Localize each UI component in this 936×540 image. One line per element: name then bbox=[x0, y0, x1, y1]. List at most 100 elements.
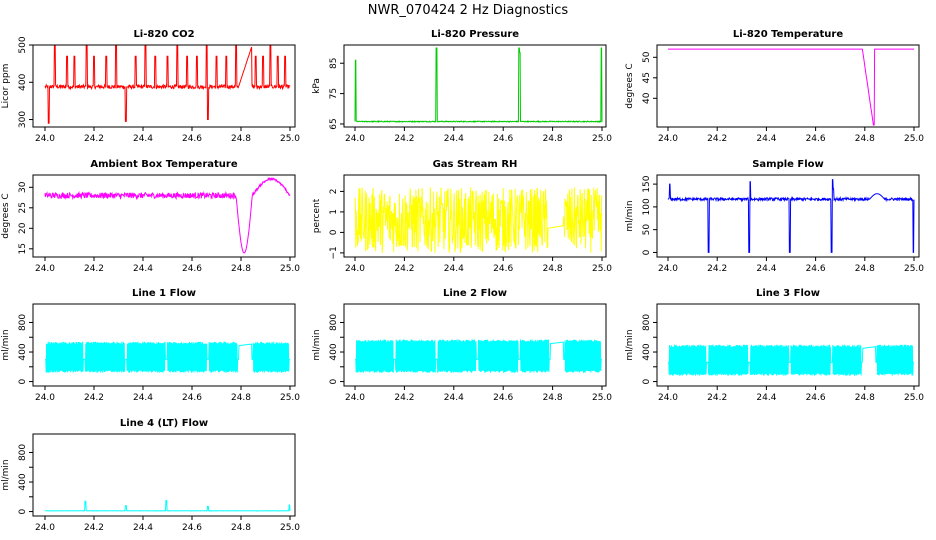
x-tick-label: 24.0 bbox=[658, 264, 678, 274]
plot-frame bbox=[656, 44, 920, 128]
y-tick-label: 100 bbox=[642, 198, 652, 215]
plot-frame bbox=[343, 174, 607, 258]
y-axis-label: degrees C bbox=[1, 193, 11, 238]
y-tick-label: 0 bbox=[18, 378, 28, 384]
x-tick-label: 24.6 bbox=[806, 393, 826, 403]
x-tick-label: 24.0 bbox=[345, 264, 365, 274]
x-tick-label: 24.4 bbox=[133, 523, 153, 533]
plot-frame bbox=[32, 174, 296, 258]
x-tick-label: 24.0 bbox=[35, 264, 55, 274]
series-line bbox=[45, 500, 291, 512]
x-tick-label: 25.0 bbox=[904, 393, 924, 403]
y-tick-label: 150 bbox=[642, 175, 652, 192]
x-tick-label: 24.0 bbox=[658, 134, 678, 144]
x-tick-label: 25.0 bbox=[280, 393, 300, 403]
y-axis-label: ml/min bbox=[1, 329, 11, 360]
y-axis-label: degrees C bbox=[625, 63, 635, 108]
y-tick-label: 0 bbox=[18, 508, 28, 514]
x-tick-label: 24.2 bbox=[707, 393, 727, 403]
x-tick-label: 24.6 bbox=[806, 264, 826, 274]
x-tick-label: 24.8 bbox=[231, 134, 251, 144]
y-tick-label: 15 bbox=[18, 243, 28, 254]
x-tick-label: 24.8 bbox=[231, 523, 251, 533]
panel-co2: Li-820 CO2 Licor ppm 24.0 24.2 24.4 24.6 24.8 2… bbox=[1, 29, 300, 144]
x-tick-label: 24.2 bbox=[707, 134, 727, 144]
x-tick-label: 24.6 bbox=[182, 264, 202, 274]
y-tick-label: 45 bbox=[642, 72, 652, 83]
x-tick-label: 24.4 bbox=[133, 264, 153, 274]
x-tick-label: 25.0 bbox=[280, 264, 300, 274]
x-tick-label: 24.8 bbox=[543, 264, 563, 274]
x-tick-label: 25.0 bbox=[592, 264, 612, 274]
y-tick-label: 75 bbox=[329, 88, 339, 99]
x-tick-label: 24.2 bbox=[707, 264, 727, 274]
x-tick-label: 24.0 bbox=[345, 134, 365, 144]
x-tick-label: 24.4 bbox=[756, 134, 776, 144]
x-tick-label: 24.0 bbox=[345, 393, 365, 403]
y-tick-label: 800 bbox=[642, 314, 652, 331]
x-tick-label: 25.0 bbox=[280, 523, 300, 533]
main-title: NWR_070424 2 Hz Diagnostics bbox=[368, 3, 569, 18]
x-tick-label: 24.8 bbox=[231, 264, 251, 274]
y-tick-label: 800 bbox=[18, 314, 28, 331]
y-axis-label: percent bbox=[312, 198, 322, 233]
series-line bbox=[668, 344, 914, 376]
series-line bbox=[667, 179, 915, 253]
x-tick-label: 24.2 bbox=[394, 264, 414, 274]
panel-rh: Gas Stream RH percent 24.0 24.2 24.4 24.6 24.8… bbox=[312, 159, 612, 274]
panel-title: Line 1 Flow bbox=[132, 288, 196, 299]
y-tick-label: 0 bbox=[329, 229, 339, 235]
y-tick-label: 1 bbox=[329, 209, 339, 215]
plot-frame bbox=[32, 303, 296, 387]
x-tick-label: 24.2 bbox=[84, 393, 104, 403]
x-tick-label: 24.4 bbox=[444, 264, 464, 274]
y-axis-label: ml/min bbox=[312, 329, 322, 360]
x-tick-label: 24.2 bbox=[84, 523, 104, 533]
x-tick-label: 24.4 bbox=[133, 393, 153, 403]
x-tick-label: 24.8 bbox=[543, 393, 563, 403]
x-tick-label: 25.0 bbox=[592, 134, 612, 144]
panel-pressure: Li-820 Pressure kPa 24.0 24.2 24.4 24.6 24.8 25… bbox=[312, 29, 612, 144]
series-line bbox=[45, 341, 290, 373]
y-tick-label: 300 bbox=[18, 111, 28, 128]
y-tick-label: 40 bbox=[642, 92, 652, 104]
x-tick-label: 24.8 bbox=[231, 393, 251, 403]
panel-title: Li-820 Pressure bbox=[431, 29, 519, 40]
y-tick-label: 400 bbox=[18, 343, 28, 360]
panel-title: Li-820 CO2 bbox=[133, 29, 194, 40]
x-tick-label: 25.0 bbox=[280, 134, 300, 144]
y-tick-label: 800 bbox=[18, 444, 28, 461]
y-axis-label: Licor ppm bbox=[1, 64, 11, 109]
x-tick-label: 24.4 bbox=[133, 134, 153, 144]
x-tick-label: 24.2 bbox=[394, 134, 414, 144]
x-tick-label: 24.8 bbox=[855, 264, 875, 274]
x-tick-label: 24.2 bbox=[84, 134, 104, 144]
series-line bbox=[44, 44, 291, 124]
x-tick-label: 24.6 bbox=[182, 393, 202, 403]
y-tick-label: 30 bbox=[18, 181, 28, 193]
y-tick-label: 20 bbox=[18, 222, 28, 234]
panel-title: Sample Flow bbox=[752, 159, 824, 170]
x-tick-label: 24.8 bbox=[855, 393, 875, 403]
panel-line2: Line 2 Flow ml/min 24.0 24.2 24.4 24.6 24.8 25.… bbox=[312, 288, 612, 403]
panel-title: Line 3 Flow bbox=[756, 288, 820, 299]
plot-frame bbox=[656, 174, 920, 258]
y-tick-label: 85 bbox=[329, 57, 339, 68]
x-tick-label: 24.6 bbox=[493, 264, 513, 274]
y-tick-label: 25 bbox=[18, 202, 28, 213]
y-tick-label: 50 bbox=[642, 224, 652, 236]
series-line bbox=[668, 48, 914, 126]
panel-line3: Line 3 Flow ml/min 24.0 24.2 24.4 24.6 24.8 25.… bbox=[625, 288, 924, 403]
plot-frame bbox=[656, 303, 920, 387]
x-tick-label: 24.0 bbox=[658, 393, 678, 403]
y-tick-label: 50 bbox=[642, 51, 652, 63]
x-tick-label: 24.4 bbox=[756, 393, 776, 403]
y-tick-label: −1 bbox=[329, 246, 339, 259]
y-tick-label: 400 bbox=[18, 473, 28, 490]
y-tick-label: 65 bbox=[329, 118, 339, 129]
panel-ambient: Ambient Box Temperature degrees C 24.0 24.2… bbox=[1, 159, 300, 274]
y-axis-label: ml/min bbox=[625, 329, 635, 360]
y-tick-label: 0 bbox=[642, 378, 652, 384]
panel-temp820: Li-820 Temperature degrees C 24.0 24.2 24.4 2… bbox=[625, 29, 924, 144]
y-tick-label: 0 bbox=[642, 249, 652, 255]
